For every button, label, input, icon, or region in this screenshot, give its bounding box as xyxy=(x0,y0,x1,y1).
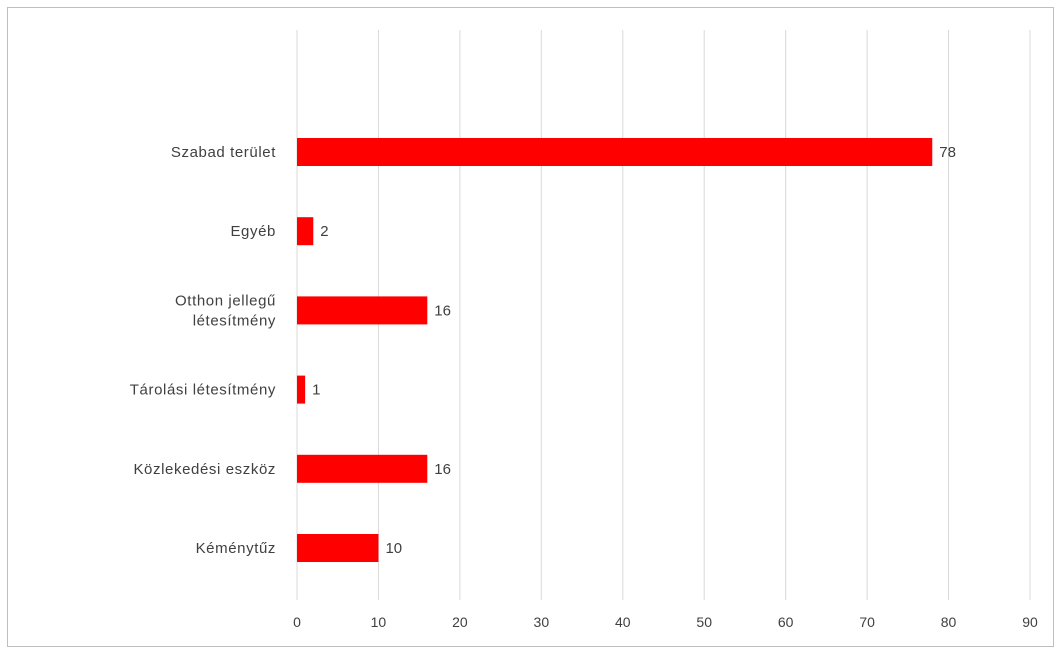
category-label: Otthon jellegű létesítmény xyxy=(175,292,276,329)
category-label: Kéménytűz xyxy=(196,540,276,557)
x-tick-label: 80 xyxy=(941,614,957,630)
bars xyxy=(297,138,933,562)
x-tick-label: 20 xyxy=(452,614,468,630)
bar xyxy=(297,217,314,246)
x-tick-label: 0 xyxy=(293,614,301,630)
chart-frame xyxy=(7,7,1054,647)
data-labels: 78 2 16 1 16 10 xyxy=(312,144,956,557)
data-label: 78 xyxy=(939,144,956,161)
data-label: 2 xyxy=(320,223,328,240)
data-label: 16 xyxy=(434,461,451,478)
category-label: Szabad terület xyxy=(171,144,276,161)
x-tick-labels: 0 10 20 30 40 50 60 70 80 90 xyxy=(293,614,1038,630)
category-label: Tárolási létesítmény xyxy=(130,382,276,399)
category-label: Közlekedési eszköz xyxy=(133,461,276,478)
bar xyxy=(297,454,428,483)
x-tick-label: 70 xyxy=(859,614,875,630)
category-label: Egyéb xyxy=(230,223,276,240)
data-label: 16 xyxy=(434,302,451,319)
bar xyxy=(297,138,933,166)
x-tick-label: 40 xyxy=(615,614,631,630)
bar xyxy=(297,375,306,404)
x-tick-label: 30 xyxy=(534,614,550,630)
data-label: 1 xyxy=(312,382,320,399)
x-tick-label: 10 xyxy=(371,614,387,630)
bar xyxy=(297,534,379,562)
gridlines xyxy=(296,30,1031,600)
x-tick-label: 50 xyxy=(696,614,712,630)
bar xyxy=(297,296,428,325)
x-tick-label: 90 xyxy=(1022,614,1038,630)
data-label: 10 xyxy=(385,540,402,557)
x-tick-label: 60 xyxy=(778,614,794,630)
category-labels: Szabad terület Egyéb Otthon jellegű létesít… xyxy=(130,144,276,557)
